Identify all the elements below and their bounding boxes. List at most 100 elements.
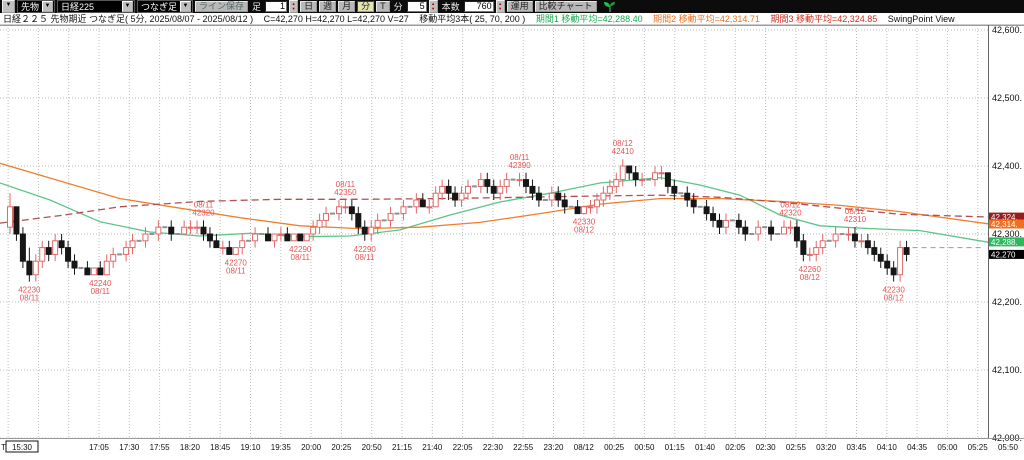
ma200-line (0, 194, 989, 224)
swing-annotation-price: 42320 (779, 208, 802, 217)
swing-annotation-date: 08/11 (355, 253, 375, 262)
minute-value-input[interactable]: 5 (406, 1, 427, 12)
spinner-icon[interactable]: ▲ ▼ (428, 0, 438, 13)
candle-body (606, 185, 613, 194)
candle-body (155, 226, 162, 235)
period-day-button[interactable]: 日 (300, 1, 318, 12)
candle-body (39, 247, 46, 262)
swing-annotation-date: 08/12 (613, 139, 634, 148)
time-axis-label: 03:45 (846, 443, 867, 452)
instrument-type-select[interactable]: 先物 ▼ (17, 0, 56, 13)
candle-body (400, 206, 407, 215)
candle-body (187, 226, 194, 229)
candle-body (516, 179, 523, 182)
chevron-down-icon: ▼ (180, 1, 192, 12)
bar-count-input[interactable]: 1 (265, 1, 288, 12)
candle-body (710, 213, 717, 221)
period-minute-button[interactable]: 分 (357, 1, 375, 12)
candle-body (265, 233, 271, 242)
spinner-icon[interactable]: ▲ ▼ (495, 0, 505, 13)
candle-body (303, 233, 310, 242)
period-month-button[interactable]: 月 (338, 1, 356, 12)
candle-body (19, 233, 26, 262)
candle-body (290, 233, 297, 242)
first-time-label: 15:30 (12, 443, 33, 452)
swing-annotation-price: 42390 (508, 161, 531, 170)
apply-button[interactable]: 運用 (506, 1, 533, 12)
time-axis-label: 22:55 (513, 443, 534, 452)
chart-type-select[interactable]: つなぎ足 ▼ (137, 0, 194, 13)
swing-annotation-price: 42240 (89, 279, 112, 288)
chevron-down-icon: ▼ (42, 1, 54, 12)
candle-body (271, 233, 278, 242)
candle-body (335, 206, 342, 215)
candle-body (316, 219, 323, 228)
candle-body (619, 165, 626, 181)
candle-body (877, 253, 884, 262)
candle-body (452, 192, 459, 201)
ma2-tag: 42,314. (991, 220, 1018, 229)
candlestick-chart[interactable]: 42,600. 42,500. 42,400. 42,300. 42,200. 42,10… (0, 25, 1024, 455)
swing-annotation-date: 08/11 (510, 153, 530, 162)
candle-body (277, 233, 284, 236)
line-save-button[interactable]: ライン保存 (195, 1, 249, 12)
candle-body (368, 226, 375, 235)
swing-annotation-price: 42410 (612, 147, 635, 156)
spinner-icon[interactable]: ▲ ▼ (289, 0, 299, 13)
time-axis-label: 04:35 (907, 443, 928, 452)
candle-body (555, 192, 562, 201)
candle-body (110, 253, 117, 262)
candle-body (800, 240, 807, 255)
swing-annotation-date: 08/11 (291, 253, 311, 262)
swing-annotation-price: 42350 (334, 188, 357, 197)
count-value-input[interactable]: 760 (463, 1, 494, 12)
last-price-tag: 42,270 (991, 250, 1016, 259)
time-axis-label: 20:25 (331, 443, 352, 452)
toolbar: ▼ 先物 ▼ 日経225 ▼ つなぎ足 ▼ ライン保存 足 1 ▲ ▼ 日 週 月… (0, 0, 1024, 13)
candle-body (297, 233, 304, 242)
info-bar: 日経２２５ 先物期近 つなぎ足( 5分, 2025/08/07 - 2025/0… (0, 13, 1024, 25)
time-axis-label: 05:50 (998, 443, 1019, 452)
swing-annotation-price: 42290 (354, 245, 377, 254)
candle-body (458, 192, 465, 201)
swing-annotation-date: 08/11 (336, 180, 356, 189)
swingpoint-view-label: SwingPoint View (887, 14, 955, 24)
sprout-icon[interactable] (603, 1, 617, 13)
time-axis-label: 22:30 (483, 443, 504, 452)
candle-body (445, 185, 452, 194)
compare-chart-button[interactable]: 比較チャート (534, 1, 597, 12)
candle-body (7, 206, 13, 228)
time-axis-label: 18:45 (210, 443, 231, 452)
symbol-select[interactable]: 日経225 ▼ (57, 0, 136, 13)
time-axis-label: 17:55 (150, 443, 171, 452)
candle-body (129, 240, 136, 249)
time-axis-label: 21:15 (392, 443, 413, 452)
time-axis-label: 17:30 (119, 443, 140, 452)
candle-body (871, 247, 878, 255)
ma3-readout: 期間3 移動平均=42,324.85 (770, 14, 878, 24)
time-axis-label: 05:25 (968, 443, 989, 452)
time-axis-label: 17:05 (89, 443, 110, 452)
time-axis-label: 19:35 (271, 443, 292, 452)
period-week-button[interactable]: 週 (319, 1, 337, 12)
ma3-tag-bg (989, 212, 1024, 222)
candle-body (484, 179, 491, 187)
candle-body (239, 240, 246, 249)
price-axis-label: 42,500. (992, 93, 1022, 103)
candle-body (722, 219, 729, 228)
time-axis-label: 04:10 (877, 443, 898, 452)
period-tick-button[interactable]: T (376, 1, 390, 12)
candle-body (639, 179, 646, 182)
price-axis-label: 42,400. (992, 161, 1022, 171)
time-axis-label: 01:15 (665, 443, 686, 452)
swing-annotation-date: 08/12 (800, 273, 821, 282)
time-axis-label: 02:05 (725, 443, 746, 452)
candle-body (168, 226, 175, 235)
time-axis-label: 19:10 (240, 443, 261, 452)
first-time-box (5, 440, 39, 453)
candle-body (26, 260, 33, 276)
swing-annotation-date: 08/11 (194, 200, 214, 209)
candle-body (252, 233, 259, 242)
collapse-button[interactable]: ▼ (2, 0, 15, 13)
minute-label: 分 (393, 2, 403, 12)
